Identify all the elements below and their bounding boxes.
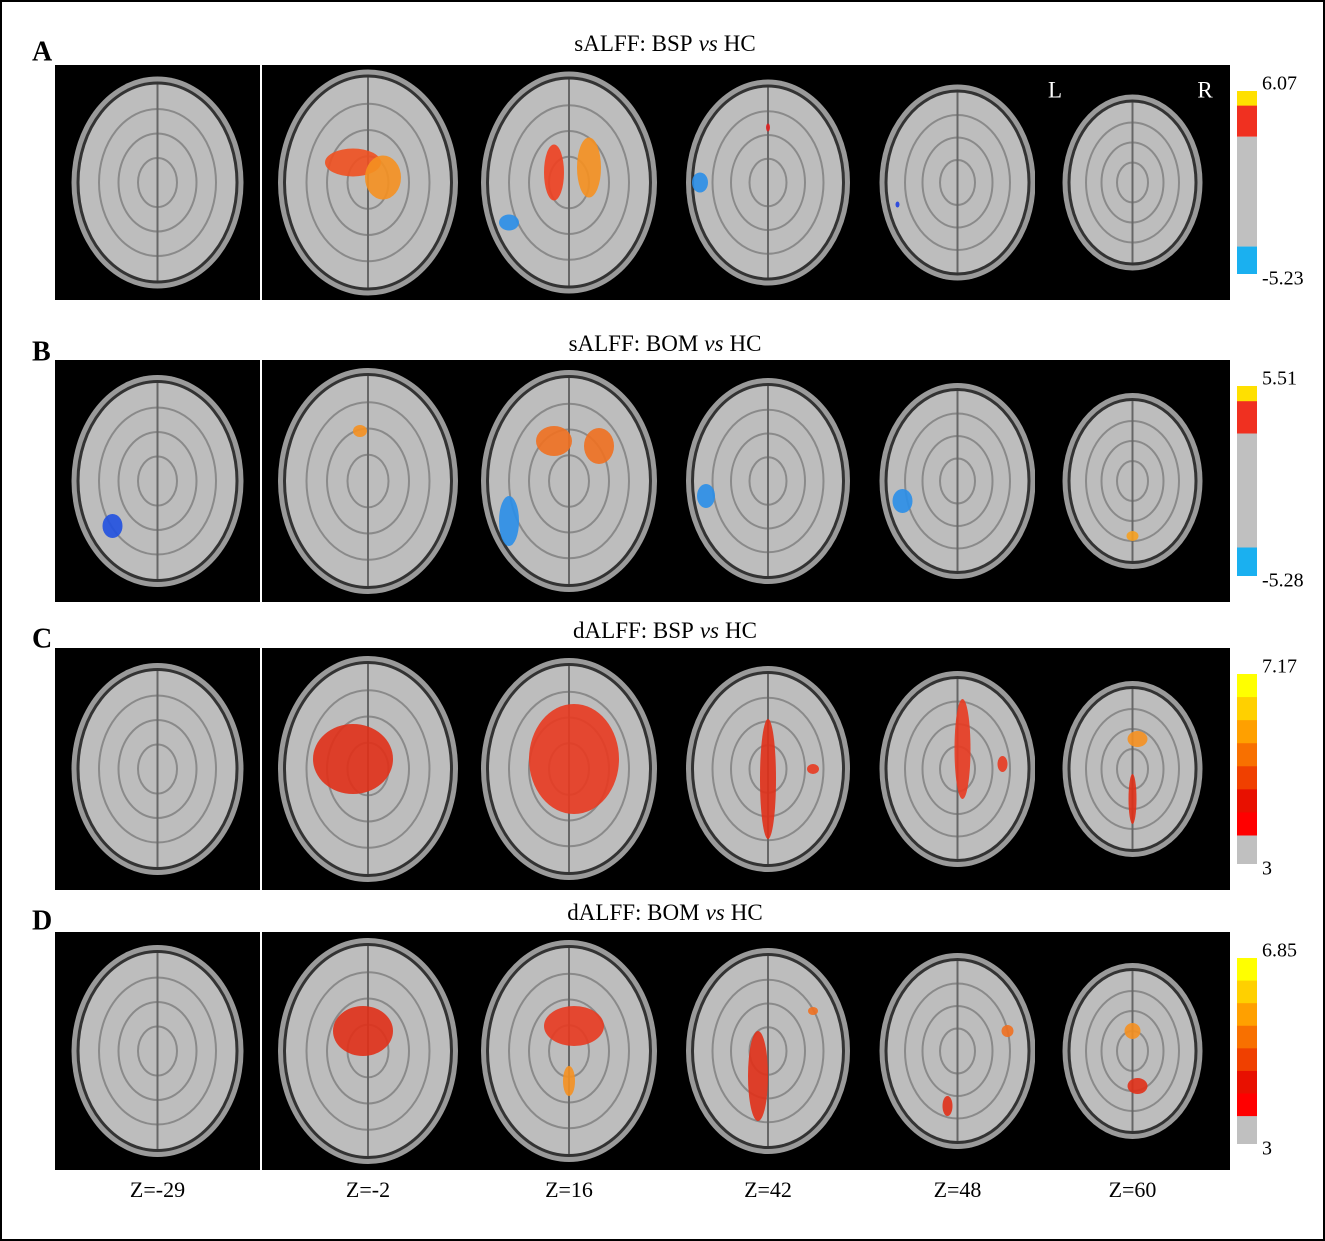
panel-title: sALFF: BOM vs HC — [569, 331, 762, 356]
activation — [895, 201, 900, 208]
activation — [1001, 1025, 1014, 1037]
activation — [536, 426, 572, 456]
title-part: dALFF: BOM — [567, 900, 699, 925]
activation — [499, 496, 519, 546]
activation — [1126, 531, 1139, 541]
cb-min: 3 — [1262, 858, 1272, 880]
cb-max: 7.17 — [1262, 656, 1297, 678]
activation — [892, 489, 913, 513]
title-part: HC — [731, 900, 763, 925]
slice-label: Z=-2 — [346, 1177, 390, 1202]
cb-step — [1237, 1025, 1257, 1049]
cb-step — [1237, 1048, 1257, 1072]
cb-step — [1237, 980, 1257, 1004]
activation — [365, 155, 401, 200]
panel-letter: B — [32, 336, 51, 367]
activation — [697, 484, 715, 508]
activation — [353, 425, 367, 437]
title-part: sALFF: BSP — [574, 31, 692, 56]
activation — [313, 724, 393, 794]
cb-yellow — [1237, 91, 1257, 106]
slice-label: Z=60 — [1109, 1177, 1157, 1202]
title-part: vs — [700, 618, 719, 643]
orientation-left: L — [1048, 77, 1062, 102]
panel-letter: C — [32, 623, 52, 654]
title-part: HC — [729, 331, 761, 356]
cb-step — [1237, 1093, 1257, 1117]
title-part: vs — [699, 31, 718, 56]
cb-step — [1237, 743, 1257, 767]
activation — [544, 144, 564, 201]
cb-cold — [1237, 547, 1257, 576]
cb-yellow — [1237, 386, 1257, 402]
activation — [807, 764, 819, 774]
activation — [544, 1006, 604, 1046]
activation — [1128, 774, 1137, 824]
slice-label: Z=-29 — [130, 1177, 185, 1202]
activation — [942, 1096, 953, 1116]
panel-letter: D — [32, 905, 52, 936]
title-part: HC — [724, 31, 756, 56]
panel-title: sALFF: BSP vs HC — [574, 31, 755, 56]
panel-title: dALFF: BOM vs HC — [567, 900, 762, 925]
cb-step — [1237, 697, 1257, 721]
cb-max: 6.07 — [1262, 73, 1297, 95]
cb-max: 6.85 — [1262, 940, 1297, 962]
activation — [563, 1066, 575, 1096]
activation — [1124, 1023, 1141, 1039]
cb-min: -5.23 — [1262, 268, 1304, 290]
cb-step — [1237, 789, 1257, 813]
cb-min: -5.28 — [1262, 570, 1304, 592]
activation — [692, 172, 708, 193]
slice-label: Z=42 — [744, 1177, 792, 1202]
cb-step — [1237, 812, 1257, 836]
orientation-right: R — [1197, 77, 1213, 102]
title-part: HC — [725, 618, 757, 643]
activation — [997, 756, 1008, 772]
activation — [954, 699, 971, 799]
cb-step — [1237, 1003, 1257, 1027]
activation — [1127, 1078, 1148, 1094]
cb-step — [1237, 1070, 1257, 1095]
activation — [584, 428, 614, 464]
activation — [1127, 731, 1148, 747]
activation — [748, 1031, 768, 1121]
activation — [766, 123, 770, 132]
cb-gray — [1237, 835, 1257, 864]
title-part: vs — [706, 900, 725, 925]
cb-gray — [1237, 136, 1257, 247]
cb-step — [1237, 674, 1257, 698]
activation — [333, 1006, 393, 1056]
title-part: vs — [704, 331, 723, 356]
activation — [499, 214, 519, 231]
panel-letter: A — [32, 36, 53, 67]
cb-cold — [1237, 246, 1257, 274]
slice-label: Z=48 — [934, 1177, 982, 1202]
panel-title: dALFF: BSP vs HC — [573, 618, 757, 643]
slice-label: Z=16 — [545, 1177, 593, 1202]
activation — [529, 704, 619, 814]
activation — [760, 719, 776, 839]
cb-min: 3 — [1262, 1138, 1272, 1160]
cb-gray — [1237, 1116, 1257, 1144]
activation — [577, 137, 601, 198]
cb-gray — [1237, 433, 1257, 548]
cb-step — [1237, 958, 1257, 982]
cb-step — [1237, 766, 1257, 790]
cb-max: 5.51 — [1262, 368, 1297, 390]
activation — [808, 1007, 818, 1015]
cb-step — [1237, 720, 1257, 744]
title-part: sALFF: BOM — [569, 331, 699, 356]
activation — [102, 514, 123, 538]
title-part: dALFF: BSP — [573, 618, 694, 643]
